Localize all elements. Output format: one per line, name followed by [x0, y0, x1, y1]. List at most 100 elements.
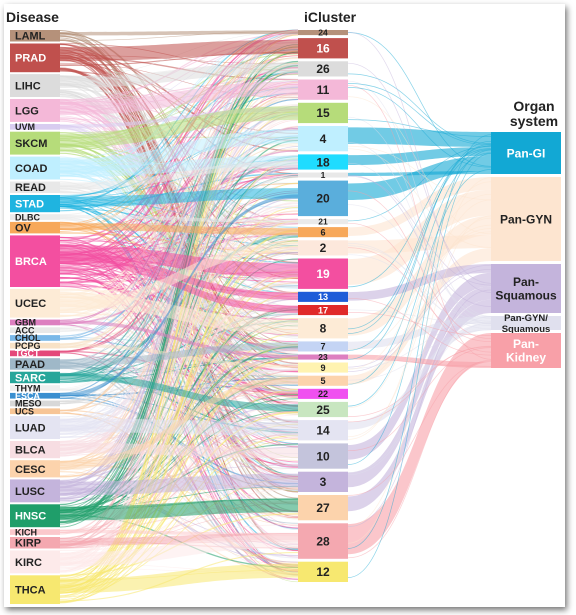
flow-thread-thca	[59, 356, 299, 582]
flow-esca-to-cluster-20	[60, 194, 298, 397]
flow-thread-thca	[59, 69, 299, 598]
organ-label-pan-squamous-line-2: Squamous	[495, 289, 557, 303]
icluster-bar-28	[298, 523, 348, 559]
icluster-node-26: 26	[298, 61, 348, 77]
icluster-label-1: 1	[321, 170, 326, 180]
disease-node-gbm: GBM	[10, 318, 60, 328]
disease-label-stad: STAD	[15, 199, 44, 211]
organ-label-pan-gyn-squamous-line-2: Squamous	[502, 324, 551, 335]
organ-thread	[347, 148, 492, 288]
icluster-node-12: 12	[298, 561, 348, 582]
icluster-bar-8	[298, 318, 348, 339]
disease-node-brca: BRCA	[10, 235, 60, 287]
disease-label-gbm: GBM	[15, 318, 36, 328]
organ-thread	[347, 87, 492, 168]
disease-bar-esca	[10, 392, 60, 399]
disease-bar-kirc	[10, 550, 60, 574]
icluster-bar-17	[298, 305, 348, 316]
disease-bar-read	[10, 181, 60, 193]
disease-label-lgg: LGG	[15, 106, 39, 118]
organ-thread	[347, 134, 492, 549]
disease-label-ucs: UCS	[15, 407, 34, 417]
icluster-node-23: 23	[298, 352, 348, 362]
disease-bar-hnsc	[10, 504, 60, 528]
icluster-label-21: 21	[318, 217, 328, 227]
icluster-bar-5	[298, 375, 348, 386]
disease-label-paad: PAAD	[15, 359, 45, 371]
icluster-bar-9	[298, 362, 348, 373]
disease-bar-stad	[10, 195, 60, 213]
disease-label-laml: LAML	[15, 31, 46, 43]
icluster-bar-7	[298, 341, 348, 352]
icluster-label-2: 2	[320, 241, 327, 255]
flow-kirc-to-cluster-28	[60, 533, 298, 567]
icluster-bar-21	[298, 219, 348, 225]
icluster-node-10: 10	[298, 443, 348, 469]
flow-luad-to-cluster-14	[60, 418, 298, 436]
disease-bar-brca	[10, 235, 60, 287]
icluster-label-14: 14	[316, 424, 330, 438]
flow-blca-to-cluster-10	[60, 442, 298, 459]
icluster-node-27: 27	[298, 495, 348, 521]
icluster-node-1: 1	[298, 170, 348, 180]
icluster-node-16: 16	[298, 38, 348, 59]
icluster-bar-19	[298, 258, 348, 289]
organ-node-pan-kidney: Pan-Kidney	[491, 333, 561, 368]
disease-node-ucec: UCEC	[10, 288, 60, 318]
disease-node-laml: LAML	[10, 30, 60, 43]
disease-node-lgg: LGG	[10, 99, 60, 122]
disease-node-uvm: UVM	[10, 122, 60, 132]
disease-label-kirc: KIRC	[15, 557, 42, 569]
disease-label-hnsc: HNSC	[15, 511, 46, 523]
icluster-label-18: 18	[316, 155, 330, 169]
organ-thread	[347, 116, 492, 325]
disease-bar-dlbc	[10, 214, 60, 220]
disease-node-thca: THCA	[10, 575, 60, 604]
organ-label-pan-gyn-line-1: Pan-GYN	[500, 212, 552, 226]
organ-thread	[347, 31, 492, 293]
disease-node-kirc: KIRC	[10, 550, 60, 574]
disease-column-header: Disease	[6, 9, 59, 25]
organ-node-pan-gyn-squamous: Pan-GYN/Squamous	[491, 313, 561, 335]
flow-prad-to-cluster-16	[60, 39, 298, 62]
disease-bar-uvm	[10, 124, 60, 130]
disease-label-thca: THCA	[15, 585, 46, 597]
disease-label-luad: LUAD	[15, 423, 46, 435]
organ-thread	[347, 83, 492, 146]
organ-bar-pan-squamous	[491, 264, 561, 313]
organ-node-pan-gi: Pan-GI	[491, 132, 561, 174]
disease-bar-coad	[10, 156, 60, 180]
icluster-bar-23	[298, 354, 348, 360]
disease-node-dlbc: DLBC	[10, 212, 60, 222]
disease-node-luad: LUAD	[10, 416, 60, 439]
icluster-label-27: 27	[316, 501, 330, 515]
disease-node-prad: PRAD	[10, 43, 60, 73]
disease-bar-skcm	[10, 131, 60, 155]
icluster-node-14: 14	[298, 420, 348, 441]
disease-label-kirp: KIRP	[15, 538, 41, 550]
disease-label-uvm: UVM	[15, 122, 35, 132]
icluster-bar-10	[298, 443, 348, 469]
icluster-label-26: 26	[316, 62, 330, 76]
organ-thread	[347, 329, 492, 381]
disease-label-tgct: TGCT	[15, 349, 40, 359]
organ-thread	[347, 148, 492, 248]
icluster-bar-27	[298, 495, 348, 521]
disease-label-lusc: LUSC	[15, 486, 45, 498]
icluster-node-7: 7	[298, 341, 348, 352]
flow-cluster-28-to-pan-kidney	[348, 333, 491, 555]
icluster-label-13: 13	[318, 292, 328, 302]
icluster-label-5: 5	[320, 376, 325, 386]
organ-label-pan-squamous-line-1: Pan-	[513, 275, 539, 289]
disease-node-tgct: TGCT	[10, 349, 60, 359]
disease-label-prad: PRAD	[15, 53, 46, 65]
organ-thread	[347, 153, 492, 578]
icluster-bar-15	[298, 102, 348, 124]
icluster-label-17: 17	[318, 305, 328, 315]
icluster-node-21: 21	[298, 217, 348, 227]
disease-node-blca: BLCA	[10, 441, 60, 459]
flow-cesc-to-cluster-5	[60, 376, 298, 470]
icluster-node-19: 19	[298, 258, 348, 289]
icluster-bar-11	[298, 79, 348, 100]
icluster-label-4: 4	[320, 132, 327, 146]
